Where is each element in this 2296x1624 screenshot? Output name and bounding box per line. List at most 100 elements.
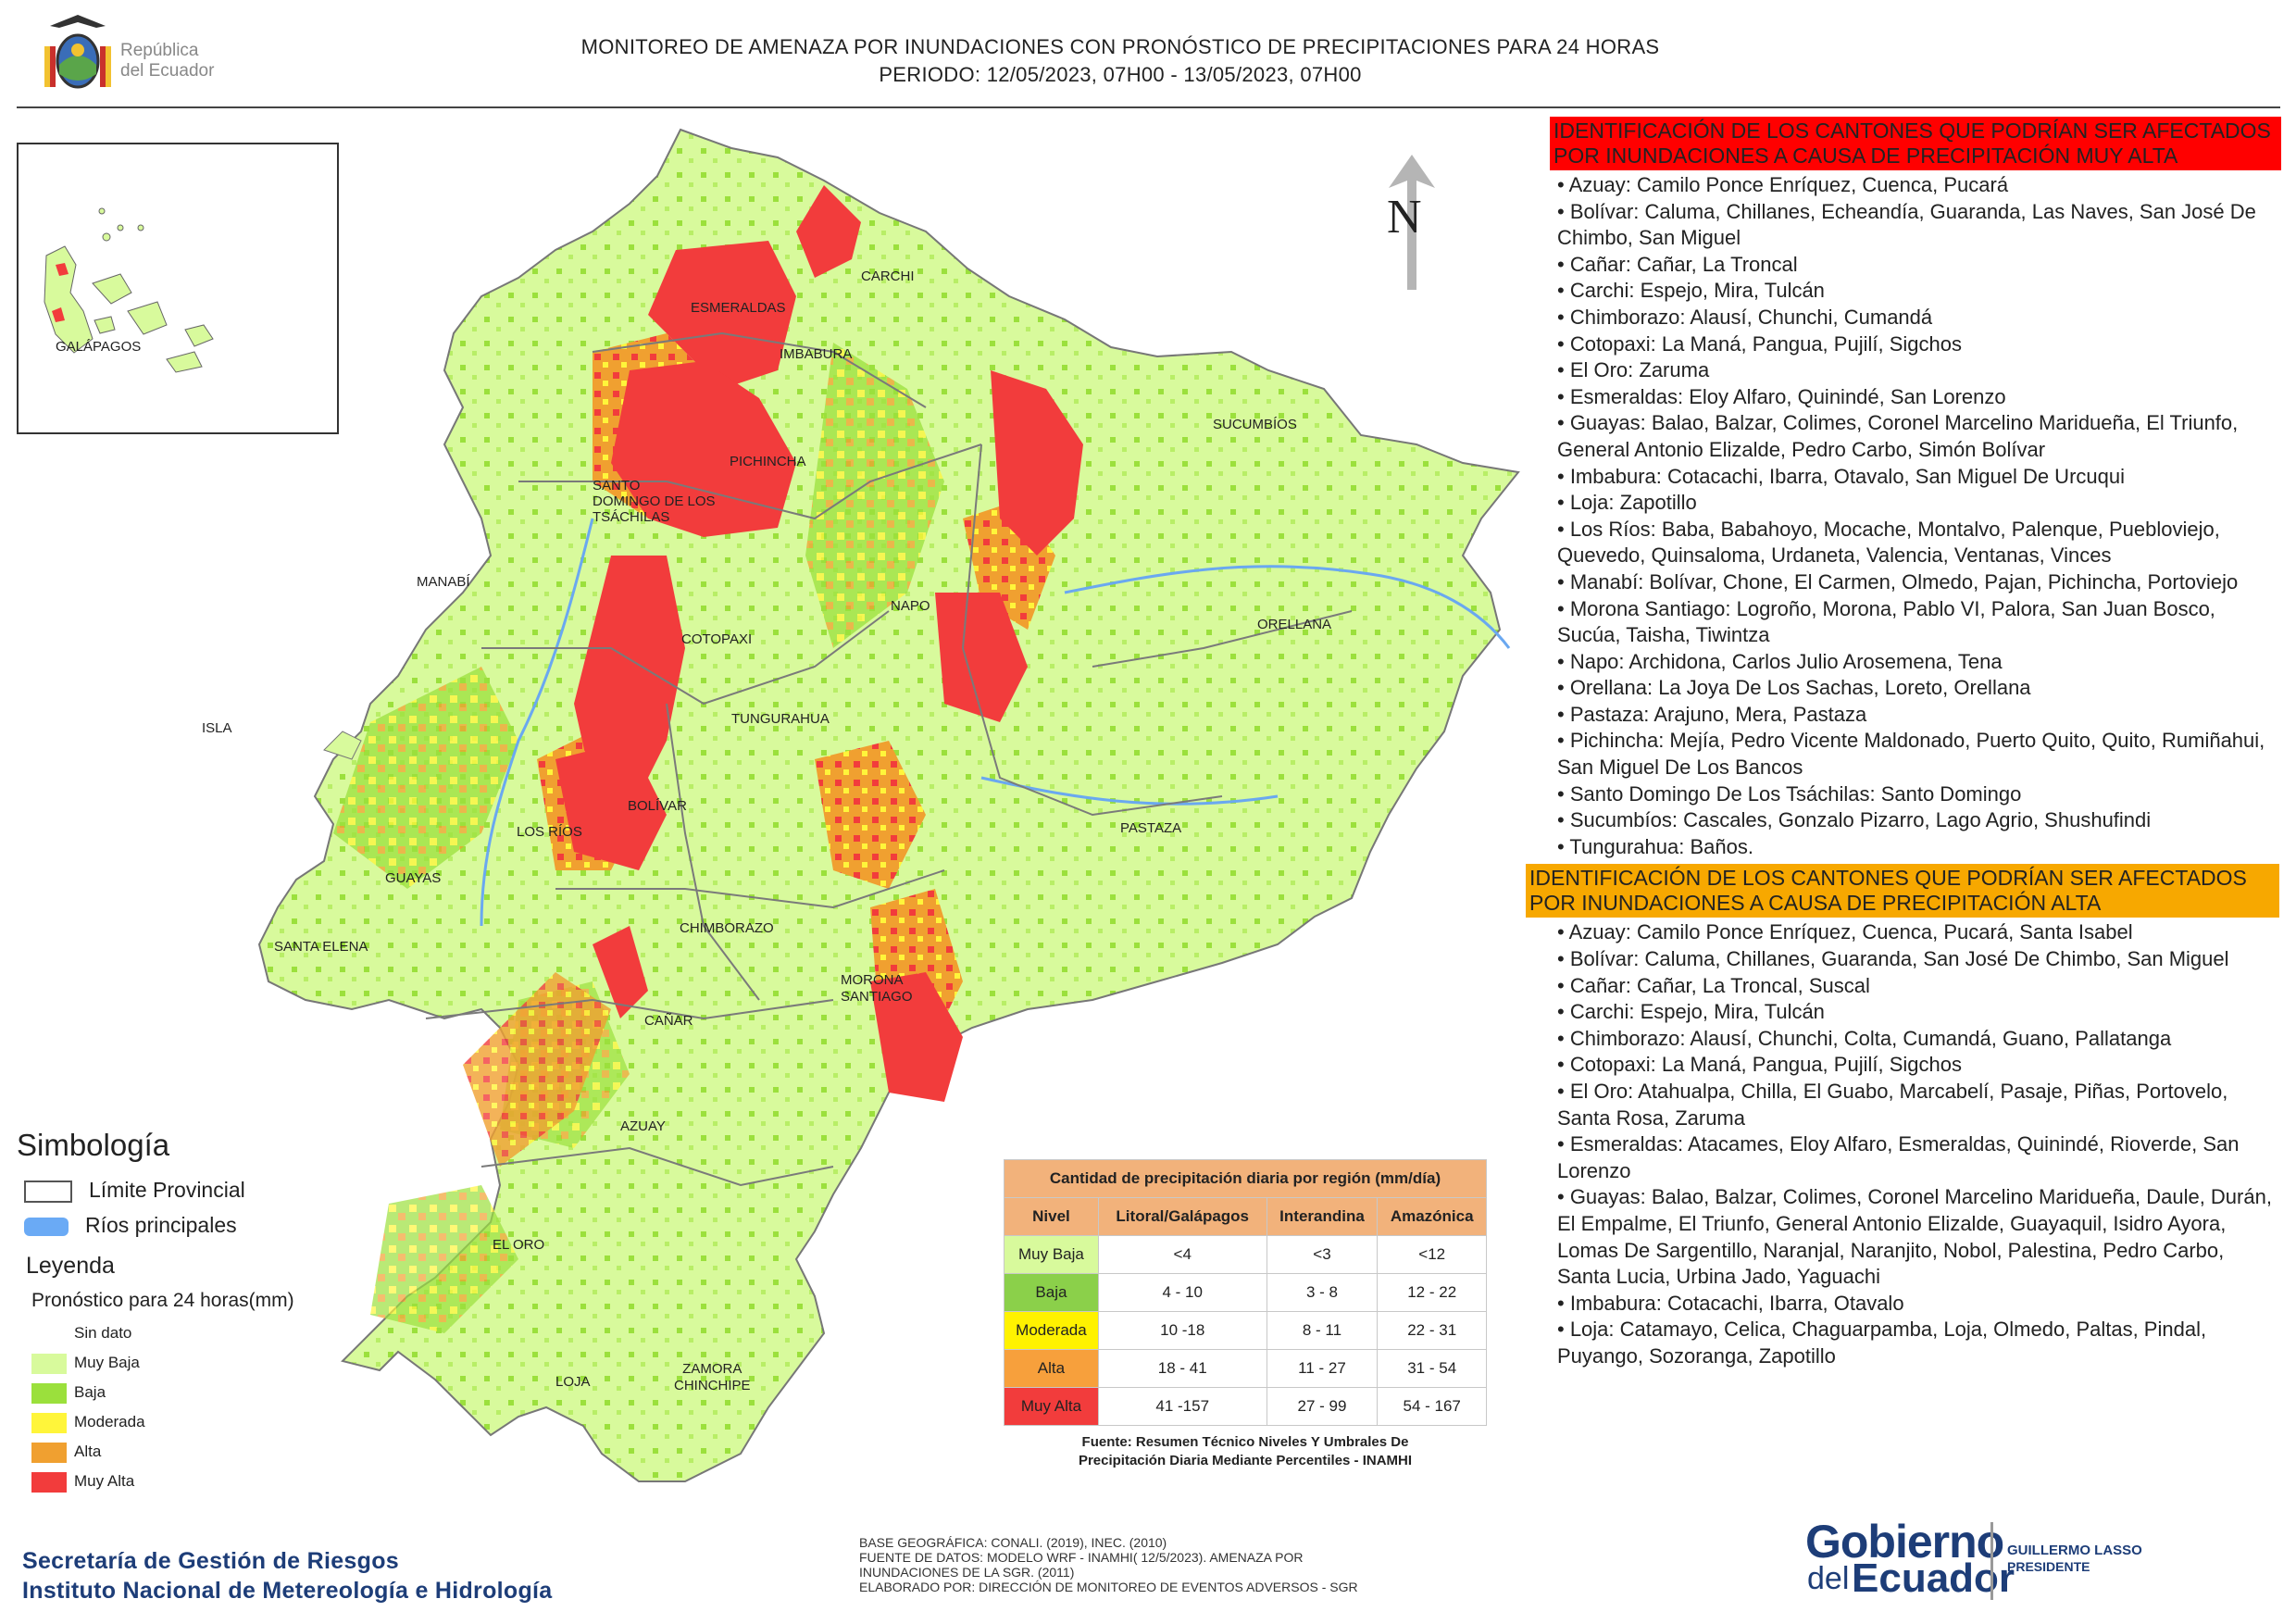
del-word: del xyxy=(1807,1561,1850,1596)
morona-line1: MORONA xyxy=(841,972,904,988)
base-line: FUENTE DE DATOS: MODELO WRF - INAMHI( 12… xyxy=(859,1550,1304,1565)
canton-item: • Azuay: Camilo Ponce Enríquez, Cuenca, … xyxy=(1557,173,2009,196)
province-label-guayas: GUAYAS xyxy=(385,870,442,886)
north-arrow-icon xyxy=(1389,155,1435,290)
table-row: Muy Alta 41 -157 27 - 99 54 - 167 xyxy=(1004,1387,1487,1426)
river xyxy=(1064,565,1511,649)
table-header: Interandina xyxy=(1266,1197,1379,1236)
precipitation-table: Cantidad de precipitación diaria por reg… xyxy=(1004,1159,1487,1426)
ecuador-flood-map xyxy=(257,128,1520,1482)
alta-header: IDENTIFICACIÓN DE LOS CANTONES QUE PODRÍ… xyxy=(1526,864,2279,918)
province-label-santa-elena: SANTA ELENA xyxy=(274,939,368,955)
table-cell: <3 xyxy=(1266,1235,1379,1274)
canton-item: • Esmeraldas: Eloy Alfaro, Quinindé, San… xyxy=(1557,384,2006,408)
header-divider xyxy=(17,106,2280,108)
legend-swatch xyxy=(31,1382,67,1404)
legend-label: Muy Alta xyxy=(74,1472,135,1490)
republic-coat-of-arms-icon xyxy=(44,15,111,89)
province-label-chimborazo: CHIMBORAZO xyxy=(680,920,774,936)
province-label-carchi: CARCHI xyxy=(861,269,915,284)
legend-label: Sin dato xyxy=(74,1324,132,1342)
symbol-rios: Ríos principales xyxy=(24,1213,237,1238)
legend-label: Baja xyxy=(74,1383,106,1401)
river xyxy=(980,776,1279,806)
logo-divider xyxy=(1990,1522,1993,1600)
legend-label: Alta xyxy=(74,1443,102,1460)
nivel-cell: Moderada xyxy=(1004,1311,1099,1350)
legend-label: Moderada xyxy=(74,1413,145,1430)
table-cell: 12 - 22 xyxy=(1377,1273,1487,1312)
province-label-pichincha: PICHINCHA xyxy=(730,454,806,469)
muy-alta-list: • Azuay: Camilo Ponce Enríquez, Cuenca, … xyxy=(1550,170,2281,864)
map-title: MONITOREO DE AMENAZA POR INUNDACIONES CO… xyxy=(580,35,1660,58)
province-label-santo-domingo: SANTO DOMINGO DE LOS TSÁCHILAS xyxy=(593,478,716,525)
muy-alta-header: IDENTIFICACIÓN DE LOS CANTONES QUE PODRÍ… xyxy=(1550,117,2281,170)
canton-item: • Carchi: Espejo, Mira, Tulcán xyxy=(1557,279,1825,303)
canton-item: • Guayas: Balao, Balzar, Colimes, Corone… xyxy=(1557,411,2239,461)
gobierno-logo: Gobierno del Ecuador GUILLERMO LASSO PRE… xyxy=(1805,1515,2157,1607)
north-arrow: N xyxy=(1379,153,1444,292)
river xyxy=(480,518,594,927)
sgr-name: Secretaría de Gestión de Riesgos xyxy=(22,1548,399,1574)
map-period: PERIODO: 12/05/2023, 07H00 - 13/05/2023,… xyxy=(879,63,1362,86)
canton-item: • Loja: Zapotillo xyxy=(1557,491,1697,515)
province-label-orellana: ORELLANA xyxy=(1257,617,1332,632)
province-label-zamora-chinchipe: ZAMORA CHINCHIPE xyxy=(674,1361,751,1394)
table-cell: 3 - 8 xyxy=(1266,1273,1379,1312)
boundary-swatch xyxy=(24,1180,72,1203)
symbol-limite-provincial: Límite Provincial xyxy=(24,1178,245,1203)
table-header: Nivel xyxy=(1004,1197,1099,1236)
province-label-manabi: MANABÍ xyxy=(417,574,470,590)
zamora-line1: ZAMORA xyxy=(682,1361,742,1377)
province-label-esmeraldas: ESMERALDAS xyxy=(691,300,786,316)
galapagos-label: GALÁPAGOS xyxy=(56,339,142,355)
nivel-cell: Alta xyxy=(1004,1349,1099,1388)
table-cell: 11 - 27 xyxy=(1266,1349,1379,1388)
canton-item: • Imbabura: Cotacachi, Ibarra, Otavalo xyxy=(1557,1291,1904,1315)
pronostico-title: Pronóstico para 24 horas(mm) xyxy=(31,1290,294,1311)
province-label-el-oro: EL ORO xyxy=(493,1237,545,1253)
canton-item: • Bolívar: Caluma, Chillanes, Guaranda, … xyxy=(1557,947,2229,971)
limite-label: Límite Provincial xyxy=(89,1178,245,1202)
table-header: Amazónica xyxy=(1377,1197,1487,1236)
base-line: ELABORADO POR: DIRECCIÓN DE MONITOREO DE… xyxy=(859,1580,1358,1594)
president-name: GUILLERMO LASSO xyxy=(2007,1543,2142,1558)
legend-label: Muy Baja xyxy=(74,1354,140,1371)
sd-line2: DOMINGO DE LOS xyxy=(593,493,716,509)
nivel-cell: Muy Baja xyxy=(1004,1235,1099,1274)
province-label-los-rios: LOS RÍOS xyxy=(517,824,582,840)
alta-list: • Azuay: Camilo Ponce Enríquez, Cuenca, … xyxy=(1550,918,2281,1373)
canton-item: • Loja: Catamayo, Celica, Chaguarpamba, … xyxy=(1557,1318,2207,1368)
canton-item: • Imbabura: Cotacachi, Ibarra, Otavalo, … xyxy=(1557,464,2125,488)
province-label-bolivar: BOLÍVAR xyxy=(628,798,687,814)
rios-label: Ríos principales xyxy=(85,1213,237,1237)
table-header: Litoral/Galápagos xyxy=(1097,1197,1267,1236)
province-label-loja: LOJA xyxy=(555,1374,591,1390)
canton-item: • Los Ríos: Baba, Babahoyo, Mocache, Mon… xyxy=(1557,517,2220,568)
muy-alta-zone xyxy=(796,185,861,278)
canton-item: • Carchi: Espejo, Mira, Tulcán xyxy=(1557,1000,1825,1024)
canton-item: • Chimborazo: Alausí, Chunchi, Cumandá xyxy=(1557,305,1933,329)
province-label-imbabura: IMBABURA xyxy=(780,346,853,362)
table-row: Baja 4 - 10 3 - 8 12 - 22 xyxy=(1004,1273,1487,1312)
table-row: Muy Baja <4 <3 <12 xyxy=(1004,1235,1487,1274)
legend-swatch xyxy=(31,1442,67,1463)
legend-item: Moderada xyxy=(31,1411,145,1433)
legend-item: Alta xyxy=(31,1441,101,1463)
province-label-napo: NAPO xyxy=(891,598,930,614)
canton-item: • Pichincha: Mejía, Pedro Vicente Maldon… xyxy=(1557,729,2265,780)
gobierno-word: Gobierno xyxy=(1805,1516,2004,1568)
province-label-isla: ISLA xyxy=(202,720,232,736)
table-source: Fuente: Resumen Técnico Niveles Y Umbral… xyxy=(1004,1433,1487,1470)
canton-item: • Orellana: La Joya De Los Sachas, Loret… xyxy=(1557,676,2031,700)
canton-item: • Santo Domingo De Los Tsáchilas: Santo … xyxy=(1557,781,2022,806)
legend-swatch xyxy=(31,1471,67,1493)
nivel-cell: Baja xyxy=(1004,1273,1099,1312)
table-cell: <4 xyxy=(1097,1235,1267,1274)
canton-item: • Morona Santiago: Logroño, Morona, Pabl… xyxy=(1557,596,2215,647)
province-label-tungurahua: TUNGURAHUA xyxy=(731,711,830,727)
table-cell: 8 - 11 xyxy=(1266,1311,1379,1350)
table-title: Cantidad de precipitación diaria por reg… xyxy=(1004,1159,1487,1198)
ecuador-word: Ecuador xyxy=(1852,1555,2015,1601)
province-label-morona-santiago: MORONA SANTIAGO xyxy=(841,972,913,1006)
